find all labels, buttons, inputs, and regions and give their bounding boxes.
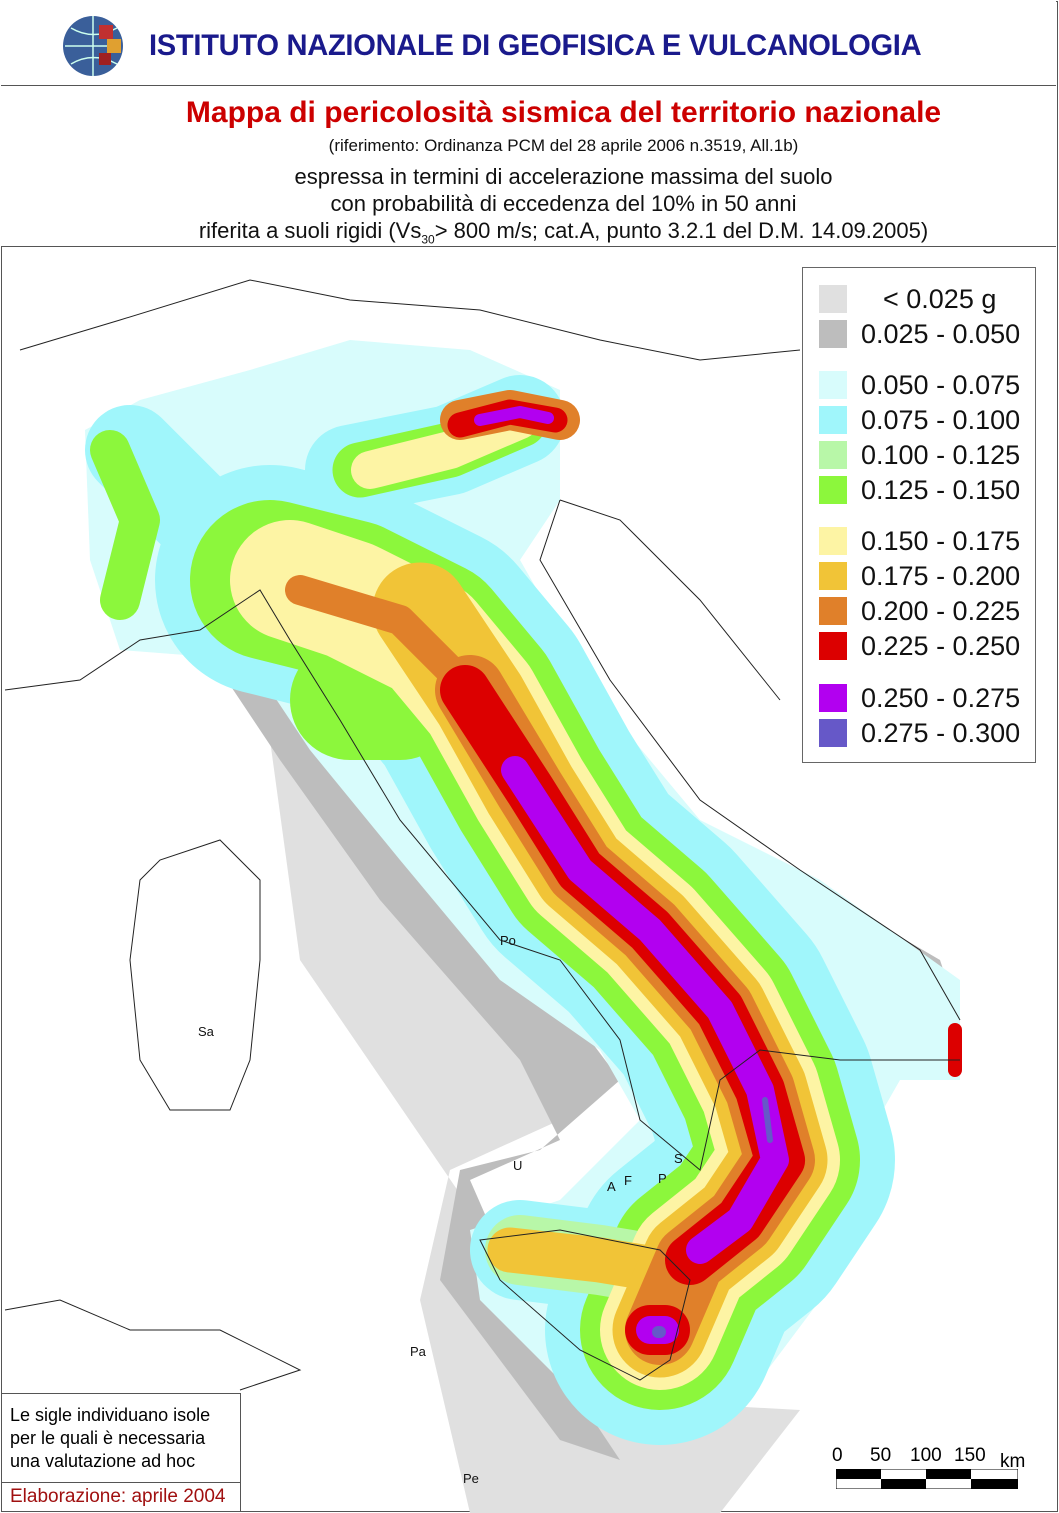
island-label-pe: Pe bbox=[463, 1471, 479, 1486]
legend-item: 0.100 - 0.125 bbox=[819, 440, 1020, 470]
scale-tick-50: 50 bbox=[870, 1445, 892, 1466]
legend-item: 0.275 - 0.300 bbox=[819, 718, 1020, 748]
hazard-bands bbox=[85, 375, 962, 1445]
legend-item: 0.200 - 0.225 bbox=[819, 596, 1020, 626]
reference-text: (riferimento: Ordinanza PCM del 28 april… bbox=[328, 136, 799, 155]
island-label-p: P bbox=[658, 1171, 667, 1186]
subtitle-line-2: con probabilità di eccedenza del 10% in … bbox=[330, 191, 797, 216]
legend-swatch bbox=[819, 597, 847, 625]
institute-header: ISTITUTO NAZIONALE DI GEOFISICA E VULCAN… bbox=[1, 1, 1056, 86]
map-title-block: Mappa di pericolosità sismica del territ… bbox=[1, 86, 1056, 247]
legend-swatch bbox=[819, 285, 847, 313]
scale-tick-0: 0 bbox=[832, 1445, 843, 1466]
legend-label: 0.125 - 0.150 bbox=[861, 474, 1021, 505]
legend-label: 0.100 - 0.125 bbox=[861, 439, 1021, 470]
legend-item: 0.125 - 0.150 bbox=[819, 475, 1020, 505]
line3-pre: riferita a suoli rigidi (Vs bbox=[198, 218, 422, 243]
zone-lt-0025 bbox=[270, 740, 800, 1513]
coastlines bbox=[4, 279, 961, 1391]
ingv-logo-icon bbox=[63, 16, 123, 76]
legend-label: 0.250 - 0.275 bbox=[861, 682, 1021, 713]
legend-label: 0.175 - 0.200 bbox=[861, 560, 1021, 591]
subtitle-line-3: riferita a suoli rigidi (Vs30> 800 m/s; … bbox=[1, 218, 1059, 246]
legend-swatch bbox=[819, 406, 847, 434]
island-label-pa: Pa bbox=[410, 1344, 427, 1359]
legend-label: 0.050 - 0.075 bbox=[861, 369, 1021, 400]
line3-post: > 800 m/s; cat.A, punto 3.2.1 del D.M. 1… bbox=[434, 218, 929, 243]
island-label-s: S bbox=[674, 1151, 683, 1166]
legend-swatch bbox=[819, 562, 847, 590]
legend-swatch bbox=[819, 527, 847, 555]
elaboration-date: Elaborazione: aprile 2004 bbox=[1, 1482, 241, 1512]
legend-swatch bbox=[819, 320, 847, 348]
legend-item: 0.150 - 0.175 bbox=[819, 526, 1020, 556]
line3-sub: 30 bbox=[421, 232, 435, 247]
institute-name: ISTITUTO NAZIONALE DI GEOFISICA E VULCAN… bbox=[149, 29, 922, 62]
island-label-f: F bbox=[624, 1173, 632, 1188]
legend-item: 0.225 - 0.250 bbox=[819, 631, 1020, 661]
scale-tick-150: 150 bbox=[954, 1445, 986, 1466]
legend-label: 0.225 - 0.250 bbox=[861, 630, 1021, 661]
scale-unit: km bbox=[1000, 1451, 1026, 1472]
legend-swatch bbox=[819, 632, 847, 660]
legend-item: 0.025 - 0.050 bbox=[819, 319, 1020, 349]
island-label-po: Po bbox=[500, 933, 516, 948]
legend-label: 0.075 - 0.100 bbox=[861, 404, 1021, 435]
legend-label: < 0.025 g bbox=[883, 283, 997, 314]
island-label-a: A bbox=[607, 1179, 616, 1194]
map-title: Mappa di pericolosità sismica del territ… bbox=[185, 96, 942, 129]
subtitle-line-1: espressa in termini di accelerazione mas… bbox=[294, 164, 833, 189]
legend-label: 0.200 - 0.225 bbox=[861, 595, 1021, 626]
island-label-sa: Sa bbox=[198, 1024, 215, 1039]
scale-tick-100: 100 bbox=[910, 1445, 942, 1466]
legend-swatch bbox=[819, 684, 847, 712]
scale-bar-graphic bbox=[836, 1469, 1018, 1489]
legend-item: 0.175 - 0.200 bbox=[819, 561, 1020, 591]
island-label-u: U bbox=[513, 1158, 522, 1173]
islands-note: Le sigle individuano isole per le quali … bbox=[1, 1393, 241, 1483]
legend: < 0.025 g 0.025 - 0.050 0.050 - 0.075 0.075… bbox=[802, 267, 1036, 763]
legend-label: 0.150 - 0.175 bbox=[861, 525, 1021, 556]
legend-item: 0.250 - 0.275 bbox=[819, 683, 1020, 713]
legend-swatch bbox=[819, 476, 847, 504]
legend-label: 0.025 - 0.050 bbox=[861, 318, 1021, 349]
legend-item: 0.050 - 0.075 bbox=[819, 370, 1020, 400]
legend-swatch bbox=[819, 441, 847, 469]
legend-item: 0.075 - 0.100 bbox=[819, 405, 1020, 435]
legend-swatch bbox=[819, 371, 847, 399]
legend-swatch bbox=[819, 719, 847, 747]
legend-label: 0.275 - 0.300 bbox=[861, 717, 1021, 748]
legend-item: < 0.025 g bbox=[819, 284, 996, 314]
